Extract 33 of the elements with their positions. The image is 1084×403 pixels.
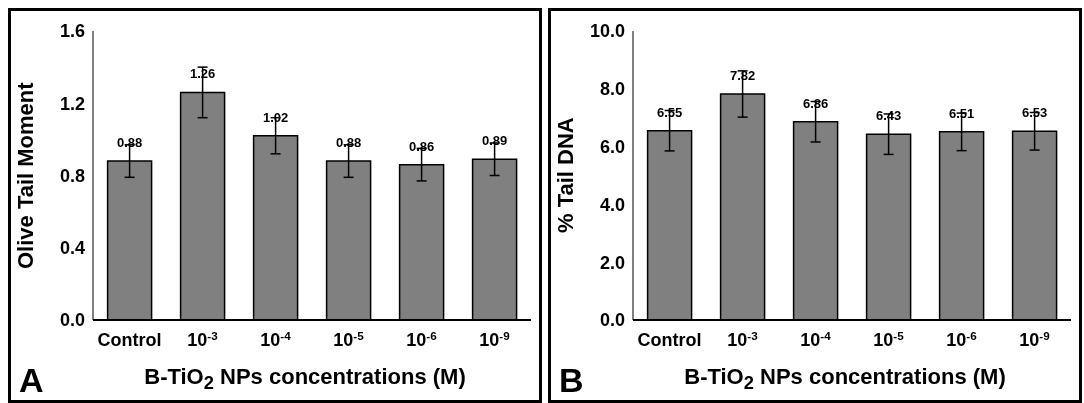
x-axis-title: B-TiO$_{2}$ NPs concentrations (M) — [683, 363, 1007, 394]
data-label: 0.88 — [116, 135, 143, 151]
x-tick-label: 10$^{-9}$ — [1019, 328, 1051, 350]
y-tick-label: 0.0 — [599, 310, 625, 331]
data-label: 0.89 — [481, 133, 508, 149]
data-label: 6.51 — [948, 105, 975, 121]
x-tick-label: 10$^{-6}$ — [406, 328, 438, 350]
text: B — [559, 361, 584, 400]
y-tick-label: 2.0 — [599, 252, 625, 273]
y-tick-label: 0.4 — [59, 238, 85, 259]
x-tick-label: 10$^{-5}$ — [333, 328, 365, 350]
x-tick-label: Control — [637, 330, 702, 350]
y-tick-label: 0.0 — [59, 310, 85, 331]
y-tick-label: 1.2 — [59, 93, 85, 114]
y-tick-label: 4.0 — [599, 194, 625, 215]
x-tick-label: 10$^{-9}$ — [479, 328, 511, 350]
x-tick-label: 10$^{-4}$ — [260, 328, 292, 350]
y-tick-label: 0.8 — [59, 165, 85, 186]
x-tick-label: 10$^{-5}$ — [873, 328, 905, 350]
y-axis-title: Olive Tail Moment — [13, 81, 39, 271]
y-axis-title: % Tail DNA — [553, 116, 579, 236]
text: A — [19, 361, 44, 400]
y-tick-label: 8.0 — [599, 79, 625, 100]
x-tick-label: 10$^{-3}$ — [187, 328, 219, 350]
y-tick-label: 10.0 — [589, 21, 625, 42]
data-label: 0.88 — [335, 135, 362, 151]
x-tick-label: 10$^{-6}$ — [946, 328, 978, 350]
x-tick-label: 10$^{-4}$ — [800, 328, 832, 350]
x-tick-label: 10$^{-3}$ — [727, 328, 759, 350]
x-tick-label: Control — [97, 330, 162, 350]
y-tick-label: 6.0 — [599, 136, 625, 157]
x-axis-title: B-TiO$_{2}$ NPs concentrations (M) — [143, 363, 467, 394]
y-tick-label: 1.6 — [59, 21, 85, 42]
